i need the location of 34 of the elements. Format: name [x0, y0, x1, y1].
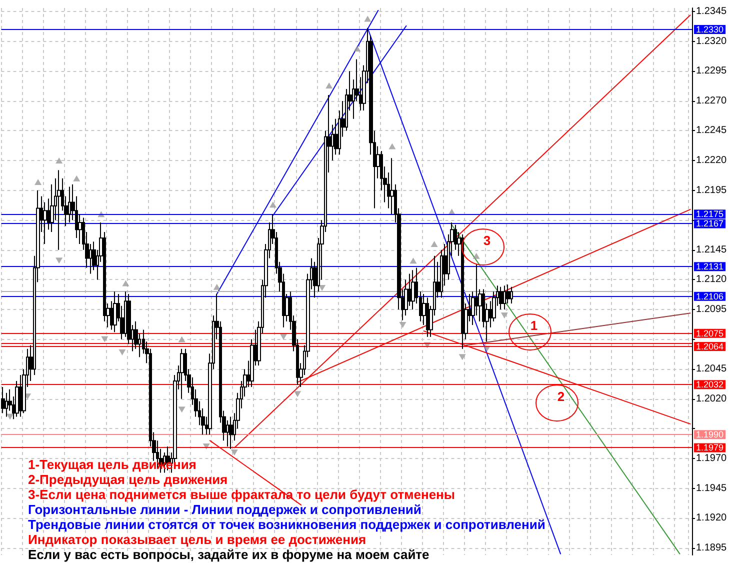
y-tick-label: 1.1970: [696, 452, 728, 464]
annotation: 1: [530, 318, 538, 333]
ref-line-label: 1.1979: [696, 442, 724, 453]
ref-line-label: 1.2131: [696, 262, 724, 272]
annotation: 3: [483, 233, 491, 248]
annotation: Трендовые линии стоятся от точек возникновения поддержек и сопротивлений: [28, 517, 546, 532]
ref-line-label: 1.2175: [696, 209, 724, 220]
y-tick-label: 1.2245: [696, 125, 728, 136]
annotation: 2-Предыдущая цель движения: [28, 472, 228, 487]
y-tick-label: 1.1895: [696, 542, 728, 554]
annotation: Индикатор показывает цель и время ее достижения: [28, 532, 366, 547]
y-tick-label: 1.1920: [696, 512, 728, 524]
y-tick-label: 1.2195: [696, 184, 728, 196]
ref-line-label: 1.2167: [696, 218, 724, 229]
ref-line-label: 1.2075: [696, 328, 724, 338]
y-tick-label: 1.2320: [696, 36, 728, 47]
y-tick-label: 1.2120: [696, 274, 728, 286]
ref-line-label: 1.2106: [696, 291, 724, 302]
ref-line-label: 1.2032: [696, 380, 724, 390]
y-tick-label: 1.2045: [696, 364, 728, 375]
ref-line-label: 1.1990: [696, 430, 724, 440]
y-tick-label: 1.2295: [696, 66, 728, 77]
y-tick-label: 1.2345: [696, 6, 728, 18]
annotation: Горизонтальные линии - Линии поддержек и сопротивлений: [28, 502, 422, 517]
y-tick-label: 1.2095: [696, 304, 728, 316]
ref-line-label: 1.2330: [696, 24, 724, 34]
y-tick-label: 1.1945: [696, 482, 728, 494]
annotation: 2: [557, 389, 565, 404]
annotation: Если у вас есть вопросы, задайте их в форуме на моем сайте: [28, 547, 430, 562]
y-tick-label: 1.2020: [696, 393, 728, 404]
y-tick-label: 1.2145: [696, 244, 728, 256]
ref-line-label: 1.2064: [696, 341, 724, 352]
y-tick-label: 1.2220: [696, 155, 728, 166]
y-tick-label: 1.2270: [696, 95, 728, 106]
